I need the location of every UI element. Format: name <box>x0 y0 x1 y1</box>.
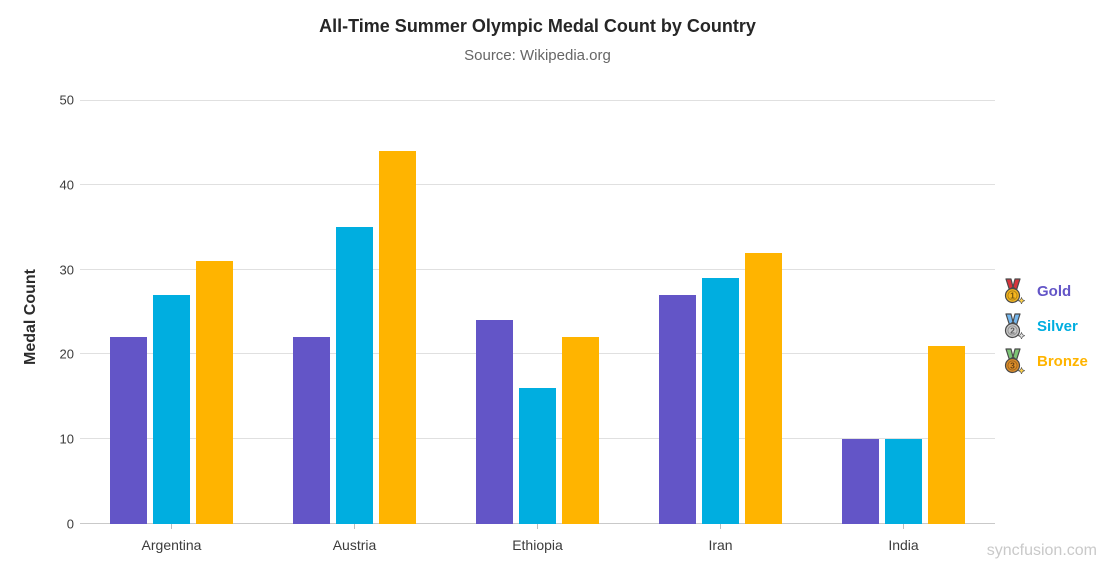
gridline <box>80 268 995 270</box>
y-tick-label: 10 <box>59 431 74 447</box>
bar-bronze-india[interactable] <box>928 345 965 524</box>
x-tick <box>903 524 904 529</box>
legend-label-silver: Silver <box>1037 317 1078 335</box>
gridline <box>80 100 995 101</box>
plot-area <box>80 100 995 524</box>
y-tick-label: 40 <box>59 177 74 193</box>
legend-item-gold[interactable]: 1 Gold <box>1001 278 1088 304</box>
bar-silver-austria[interactable] <box>336 227 373 524</box>
svg-text:3: 3 <box>1010 361 1015 371</box>
y-tick-label: 50 <box>59 92 74 108</box>
legend: 1 Gold 2 Silver 3 Bronze <box>1001 278 1088 383</box>
bar-silver-argentina[interactable] <box>153 295 190 524</box>
bar-gold-ethiopia[interactable] <box>476 320 513 524</box>
category-label-india: India <box>888 537 919 553</box>
category-label-ethiopia: Ethiopia <box>512 537 563 553</box>
bar-gold-india[interactable] <box>842 439 879 524</box>
y-tick-label: 20 <box>59 346 74 362</box>
y-axis-tick-labels: 0 10 20 30 40 50 <box>36 93 74 532</box>
bar-gold-iran[interactable] <box>659 295 696 524</box>
category-label-argentina: Argentina <box>141 537 202 553</box>
gridline <box>80 353 995 355</box>
bar-bronze-ethiopia[interactable] <box>562 337 599 524</box>
gridline <box>80 183 995 185</box>
x-tick <box>354 524 355 529</box>
legend-item-silver[interactable]: 2 Silver <box>1001 313 1088 339</box>
y-tick-label: 0 <box>66 516 74 532</box>
legend-label-gold: Gold <box>1037 282 1072 300</box>
x-tick <box>537 524 538 529</box>
bar-silver-iran[interactable] <box>702 278 739 524</box>
x-tick <box>171 524 172 529</box>
bar-gold-argentina[interactable] <box>110 337 147 524</box>
x-axis: Argentina Austria Ethiopia Iran India <box>80 524 995 568</box>
silver-medal-icon: 2 <box>1004 313 1025 339</box>
bar-silver-ethiopia[interactable] <box>519 388 556 524</box>
bar-bronze-austria[interactable] <box>379 150 416 524</box>
gold-medal-icon: 1 <box>1004 278 1025 304</box>
watermark: syncfusion.com <box>986 542 1097 559</box>
svg-text:1: 1 <box>1010 291 1015 301</box>
bar-bronze-iran[interactable] <box>745 252 782 524</box>
x-tick <box>720 524 721 529</box>
category-label-austria: Austria <box>332 537 377 553</box>
bar-bronze-argentina[interactable] <box>196 261 233 524</box>
legend-label-bronze: Bronze <box>1037 352 1088 370</box>
bar-gold-austria[interactable] <box>293 337 330 524</box>
page-title: All-Time Summer Olympic Medal Count by C… <box>319 16 756 36</box>
svg-text:2: 2 <box>1010 326 1015 336</box>
y-tick-label: 30 <box>59 262 74 278</box>
chart-subtitle: Source: Wikipedia.org <box>464 47 611 64</box>
bronze-medal-icon: 3 <box>1004 348 1025 374</box>
legend-item-bronze[interactable]: 3 Bronze <box>1001 348 1088 374</box>
bar-silver-india[interactable] <box>885 439 922 524</box>
category-label-iran: Iran <box>708 537 733 553</box>
